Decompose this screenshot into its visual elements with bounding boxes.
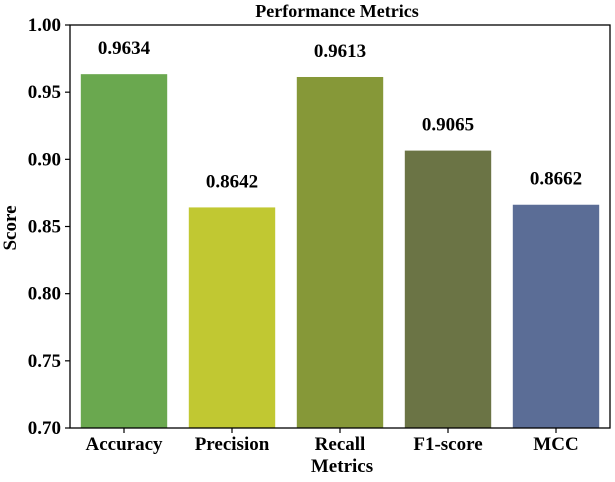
bar-accuracy	[80, 74, 168, 429]
bar-f1-score	[404, 150, 492, 428]
y-tick-label: 0.70	[28, 418, 61, 439]
bar-value-label: 0.8662	[530, 169, 582, 190]
x-tick-label: MCC	[533, 434, 578, 455]
bar-recall	[296, 76, 384, 429]
y-tick-label: 0.95	[28, 82, 61, 103]
bar-value-label: 0.9634	[98, 38, 151, 59]
bar-precision	[188, 207, 276, 428]
plot-frame	[69, 24, 611, 429]
x-tick-label: F1-score	[413, 434, 482, 455]
x-axis-title: Metrics	[311, 456, 373, 477]
bar-mcc	[512, 204, 600, 428]
y-tick-label: 0.75	[28, 351, 61, 372]
y-tick-label: 1.00	[28, 15, 61, 36]
y-axis-title: Score	[0, 205, 21, 250]
bar-value-label: 0.9613	[314, 41, 366, 62]
y-tick-label: 0.90	[28, 149, 61, 170]
x-tick-label: Recall	[315, 434, 366, 455]
y-tick-label: 0.85	[28, 217, 61, 238]
y-tick-label: 0.80	[28, 284, 61, 305]
bar-value-label: 0.9065	[422, 115, 474, 136]
chart-title: Performance Metrics	[255, 1, 418, 21]
x-tick-label: Precision	[195, 434, 270, 455]
bar-value-label: 0.8642	[206, 171, 258, 192]
x-tick-label: Accuracy	[85, 434, 163, 455]
